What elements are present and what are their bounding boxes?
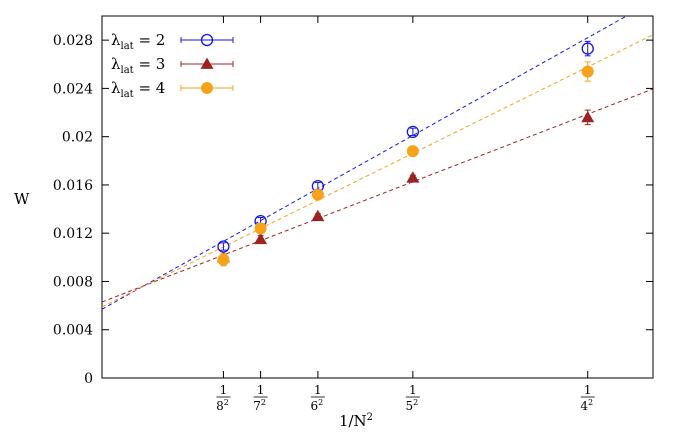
fit-line (102, 88, 653, 303)
data-point (311, 209, 325, 222)
data-point (406, 125, 420, 138)
y-tick-label: 0.02 (62, 130, 93, 146)
x-tick-numerator: 1 (220, 383, 228, 397)
x-axis-label-exp: 2 (367, 412, 373, 423)
legend-label: λlat = 3 (111, 55, 165, 76)
legend-label: λlat = 2 (111, 31, 165, 52)
data-point (406, 145, 419, 158)
data-point (217, 253, 230, 266)
fit-line (102, 16, 628, 310)
x-tick-numerator: 1 (257, 383, 265, 397)
fit-line (102, 34, 653, 308)
y-tick-label: 0.012 (53, 226, 93, 242)
data-point (581, 65, 594, 78)
y-tick-label: 0.016 (53, 178, 93, 194)
fit-lines (102, 16, 653, 310)
x-tick-denominator: 42 (580, 398, 593, 413)
x-tick-denominator: 62 (311, 398, 324, 413)
data-point (311, 188, 324, 201)
x-tick-numerator: 1 (314, 383, 322, 397)
y-tick-label: 0.024 (53, 81, 93, 97)
legend: λlat = 2 λlat = 3 λlat = 4 (111, 31, 234, 100)
x-tick-numerator: 1 (409, 383, 417, 397)
legend-marker (200, 33, 214, 47)
x-tick-denominator: 72 (253, 398, 266, 413)
x-tick-numerator: 1 (584, 383, 592, 397)
data-point (254, 222, 267, 235)
data-point (581, 110, 595, 123)
y-tick-label: 0.008 (53, 274, 93, 290)
y-axis-label: W (14, 190, 30, 208)
legend-marker (201, 82, 213, 94)
x-tick-denominator: 52 (405, 398, 418, 413)
x-axis-label: 1/N2 (339, 412, 373, 430)
data-point (581, 42, 594, 55)
legend-marker (200, 57, 214, 69)
y-tick-label: 0.028 (53, 33, 93, 49)
y-tick-label: 0 (84, 371, 93, 387)
legend-label: λlat = 4 (111, 79, 165, 100)
y-tick-label: 0.004 (53, 323, 93, 339)
x-tick-denominator: 82 (216, 398, 229, 413)
data-point (254, 232, 268, 245)
data-points (216, 40, 595, 267)
y-axis: 0 0.004 0.008 0.012 0.016 0.02 0.024 0.028 (53, 33, 653, 387)
data-point (406, 171, 420, 183)
x-axis-label-base: 1/N (339, 412, 367, 430)
plot-frame (101, 15, 654, 379)
